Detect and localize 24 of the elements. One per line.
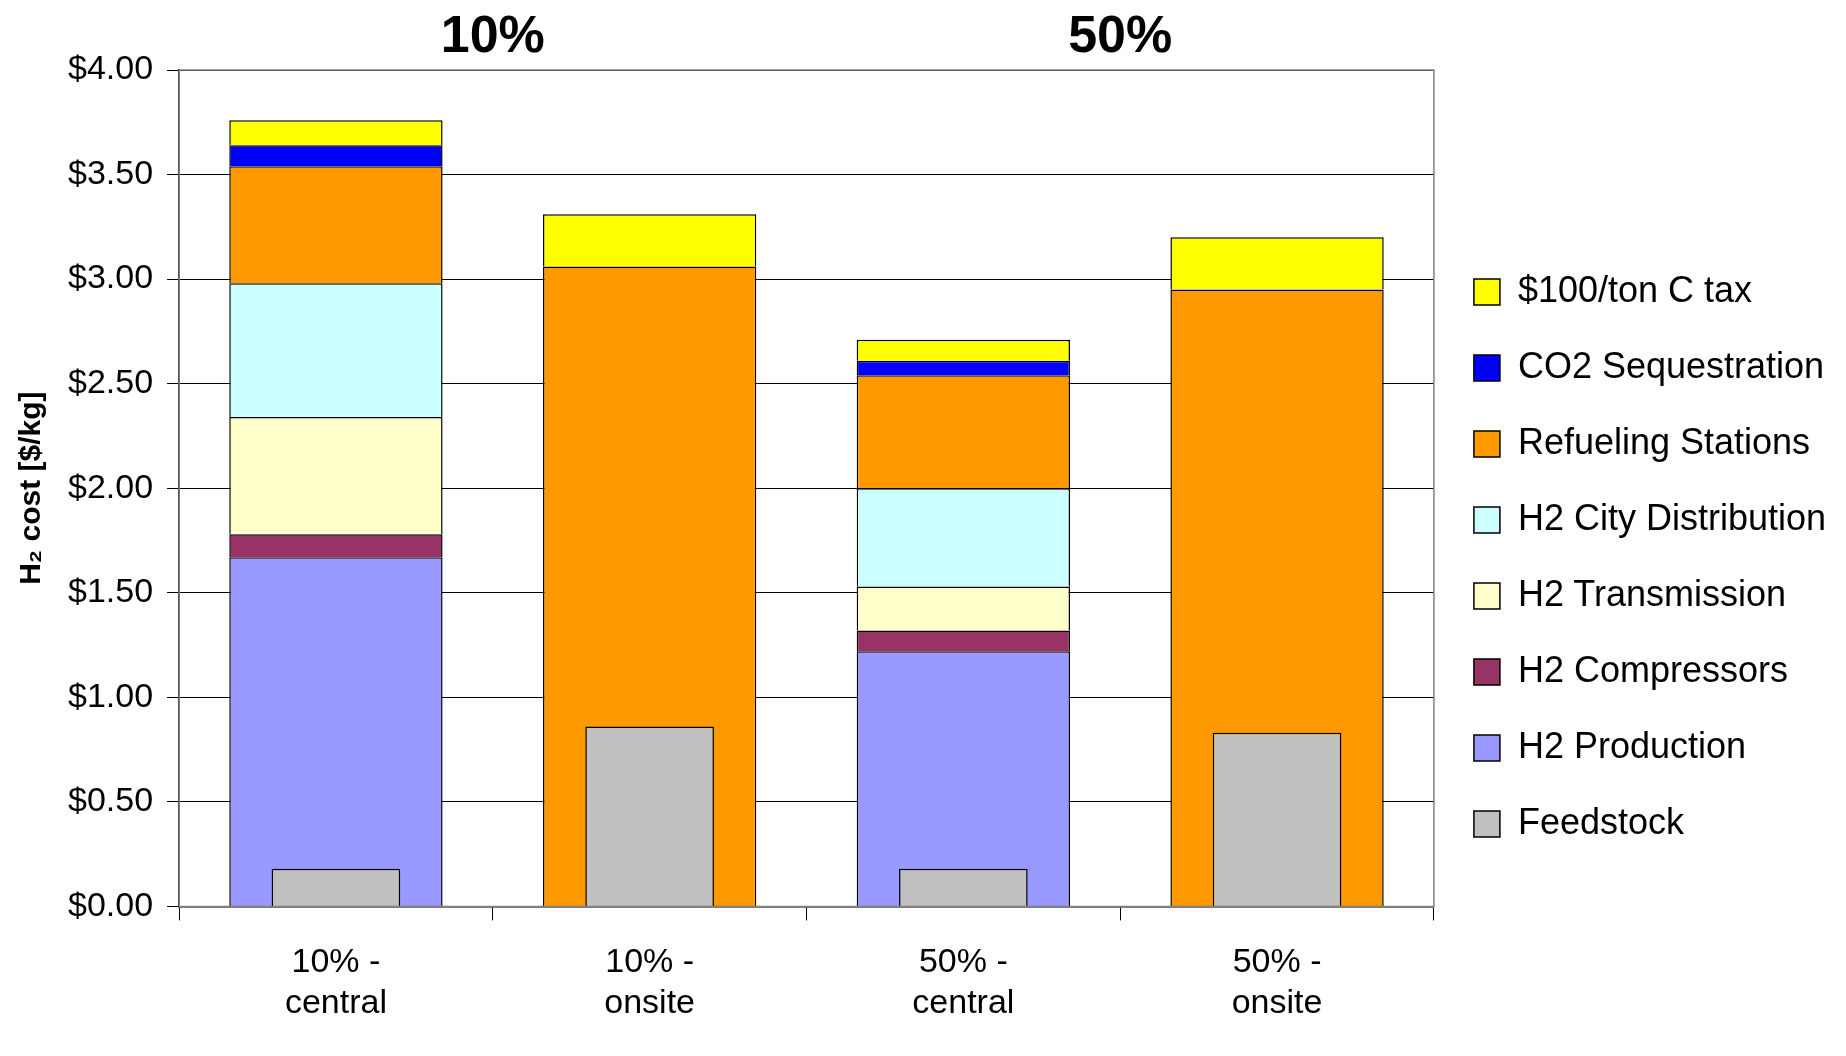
x-tick-label: 10% - onsite [604,941,696,1020]
y-tick-label: $3.00 [67,257,154,296]
legend-label: H2 City Distribution [1517,496,1826,538]
legend-label: H2 Transmission [1517,572,1786,614]
y-tick-label: $1.50 [67,571,154,610]
legend-label: CO2 Sequestration [1517,344,1825,386]
legend-label: Refueling Stations [1517,420,1811,462]
y-tick-label: $4.00 [67,48,154,87]
text: 50% [1068,5,1173,64]
legend-label: Feedstock [1517,800,1685,842]
text: 10% [440,5,545,64]
y-tick-label: $1.00 [67,675,154,714]
y-tick-label: $0.00 [67,884,154,923]
x-tick-label: 50% - onsite [1231,941,1323,1020]
legend-label: H2 Production [1517,724,1747,766]
x-tick-label: 50% - central [912,941,1015,1020]
y-tick-label: $2.50 [67,362,154,401]
y-tick-label: $2.00 [67,466,154,505]
y-axis-title: H₂ cost [$/kg] [13,391,47,585]
legend-label: $100/ton C tax [1517,268,1753,310]
legend-label: H2 Compressors [1517,648,1788,690]
x-tick-label: 10% - central [284,941,387,1020]
y-tick-label: $3.50 [67,152,154,191]
y-tick-label: $0.50 [67,780,154,819]
